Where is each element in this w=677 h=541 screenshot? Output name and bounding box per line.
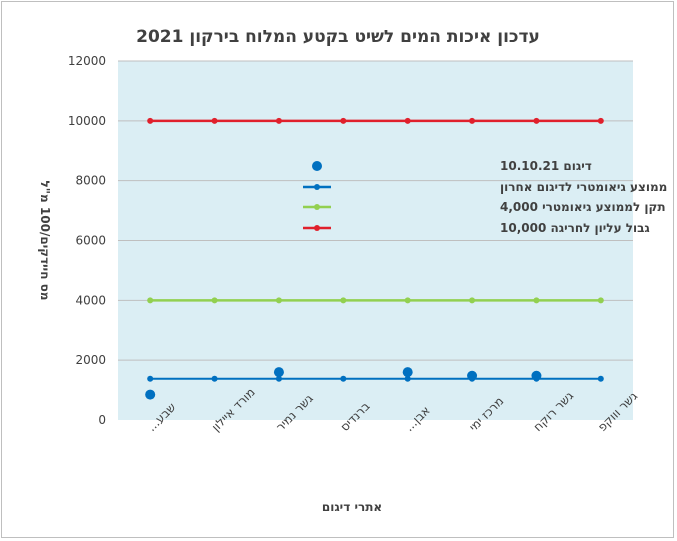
line-marker — [469, 117, 476, 124]
y-tick-label: 2000 — [75, 353, 106, 367]
line-marker — [275, 297, 282, 304]
legend-label: גבול עליון לחריגה 10,000 — [500, 221, 650, 235]
line-marker — [340, 117, 347, 124]
x-axis-title: אתרי דיגום — [322, 500, 382, 514]
legend-label: דיגום 10.10.21 — [500, 159, 592, 173]
legend-swatch-marker — [312, 161, 322, 171]
y-tick-label: 12000 — [68, 54, 106, 68]
legend-label: תקן לממוצע גיאומטרי 4,000 — [500, 200, 666, 214]
legend-item: תקן לממוצע גיאומטרי 4,000 — [303, 200, 666, 214]
scatter-point — [531, 370, 542, 381]
scatter-point — [145, 389, 156, 400]
legend-swatch-marker — [314, 184, 320, 190]
line-marker — [211, 117, 218, 124]
legend-item: דיגום 10.10.21 — [312, 159, 592, 173]
line-marker — [533, 297, 540, 304]
line-marker — [597, 117, 604, 124]
line-marker — [340, 375, 347, 382]
line-marker — [211, 375, 218, 382]
legend: דיגום 10.10.21 ממוצע גיאומטרי לדיגום אחרו… — [303, 159, 667, 235]
line-marker — [211, 297, 218, 304]
y-tick-label: 4000 — [75, 293, 106, 307]
scatter-point — [273, 367, 284, 378]
legend-item: גבול עליון לחריגה 10,000 — [303, 221, 650, 235]
scatter-point — [467, 370, 478, 381]
scatter-point — [402, 367, 413, 378]
line-marker — [533, 117, 540, 124]
line-marker — [404, 297, 411, 304]
line-marker — [147, 297, 154, 304]
series-layer — [145, 117, 604, 400]
line-marker — [469, 297, 476, 304]
y-tick-label: 0 — [98, 413, 106, 427]
line-marker — [275, 375, 282, 382]
chart-title: עדכון איכות המים לשיט בקטע המלוח בירקון … — [136, 27, 540, 47]
line-marker — [597, 297, 604, 304]
legend-swatch-marker — [314, 225, 320, 231]
line-marker — [404, 375, 411, 382]
y-tick-label: 8000 — [75, 174, 106, 188]
legend-label: ממוצע גיאומטרי לדיגום אחרון — [500, 180, 667, 194]
series-0 — [145, 367, 542, 400]
y-tick-label: 10000 — [68, 114, 106, 128]
line-marker — [275, 117, 282, 124]
y-axis-title: מס חיידקים/100 מ"ל — [38, 181, 52, 301]
series-3 — [147, 117, 604, 124]
legend-swatch-marker — [314, 204, 320, 210]
y-tick-label: 6000 — [75, 234, 106, 248]
series-2 — [147, 297, 604, 304]
legend-item: ממוצע גיאומטרי לדיגום אחרון — [303, 180, 667, 194]
line-marker — [597, 375, 604, 382]
line-marker — [147, 375, 154, 382]
line-marker — [340, 297, 347, 304]
y-tick-labels: 0 2000 4000 6000 8000 10000 12000 — [68, 54, 106, 427]
line-marker — [404, 117, 411, 124]
line-marker — [147, 117, 154, 124]
